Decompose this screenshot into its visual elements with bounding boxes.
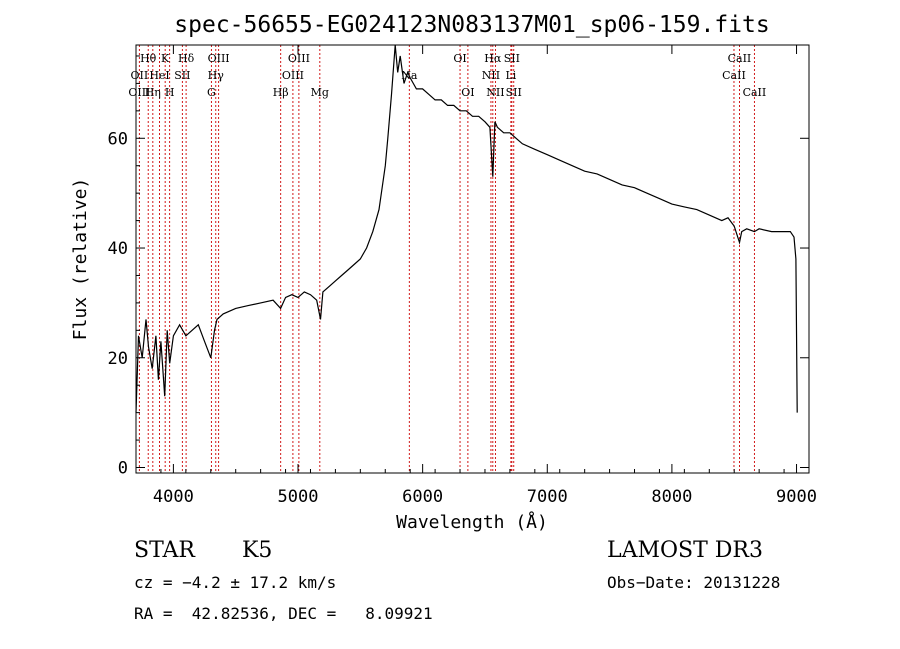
line-label-12: OIII [288,52,310,65]
line-label-0: Hθ [140,52,157,65]
line-label-9: OIII [208,52,230,65]
survey-name: LAMOST DR3 [607,538,763,563]
line-label-24: SII [506,86,522,99]
x-axis-label: Wavelength (Å) [396,511,548,533]
line-label-11: G [207,86,216,99]
ra-dec-coordinates: RA = 42.82536, DEC = 8.09921 [134,604,433,623]
line-label-10: Hγ [208,69,225,82]
line-markers [138,45,755,473]
line-label-21: NII [482,69,500,82]
chart-title: spec-56655-EG024123N083137M01_sp06-159.f… [174,12,769,38]
line-label-13: OIII [282,69,304,82]
y-tick-label-40: 40 [108,239,128,259]
line-label-14: Hβ [273,86,289,99]
spectrum-line [135,44,798,413]
line-label-26: CaII [722,69,746,82]
line-label-17: OI [453,52,466,65]
x-tick-label-5000: 5000 [278,487,319,507]
line-label-2: OIII [128,86,150,99]
x-axis-ticks: 4000 5000 6000 7000 8000 9000 [135,45,817,507]
y-axis-label: Flux (relative) [70,178,91,341]
x-tick-label-9000: 9000 [776,487,817,507]
line-label-27: CaII [743,86,767,99]
line-label-22: Li [505,69,516,82]
x-tick-label-7000: 7000 [527,487,568,507]
line-label-4: HeI [149,69,169,82]
plot-frame [135,44,810,474]
line-label-25: CaII [728,52,752,65]
redshift-velocity: cz = −4.2 ± 17.2 km/s [134,573,337,592]
line-label-8: Hδ [178,52,195,65]
object-class: STAR [134,538,195,563]
line-label-15: Mg [311,86,329,99]
line-label-1: OII [131,69,149,82]
x-tick-label-8000: 8000 [651,487,692,507]
observation-date: Obs−Date: 20131228 [607,573,781,592]
line-label-5: Hη [145,86,161,99]
x-tick-label-6000: 6000 [402,487,443,507]
y-tick-label-20: 20 [108,349,128,369]
line-label-7: H [165,86,175,99]
line-label-6: SII [174,69,190,82]
line-label-3: K [161,52,170,65]
line-label-19: Hα [484,52,502,65]
line-labels: Hθ OII OIII K HeI Hη SII H Hδ OIII Hγ G OIII OIII Hβ Mg… [128,52,766,99]
y-tick-label-60: 60 [108,129,128,149]
y-tick-label-0: 0 [118,459,128,479]
y-axis-ticks: 0 20 40 60 [108,55,809,479]
line-label-23: NII [486,86,504,99]
line-label-18: OI [461,86,474,99]
line-label-20: SII [504,52,520,65]
x-tick-label-4000: 4000 [153,487,194,507]
object-subclass: K5 [242,538,273,563]
